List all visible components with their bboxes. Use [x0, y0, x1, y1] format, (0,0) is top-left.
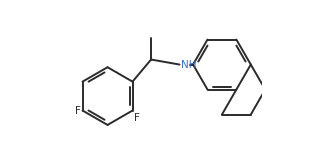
Text: F: F: [75, 105, 80, 116]
Text: NH: NH: [181, 60, 196, 70]
Text: F: F: [134, 112, 140, 123]
